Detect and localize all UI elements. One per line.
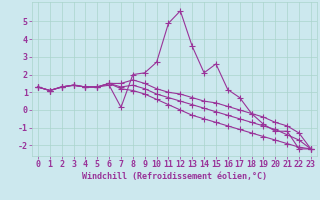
X-axis label: Windchill (Refroidissement éolien,°C): Windchill (Refroidissement éolien,°C) [82,172,267,181]
